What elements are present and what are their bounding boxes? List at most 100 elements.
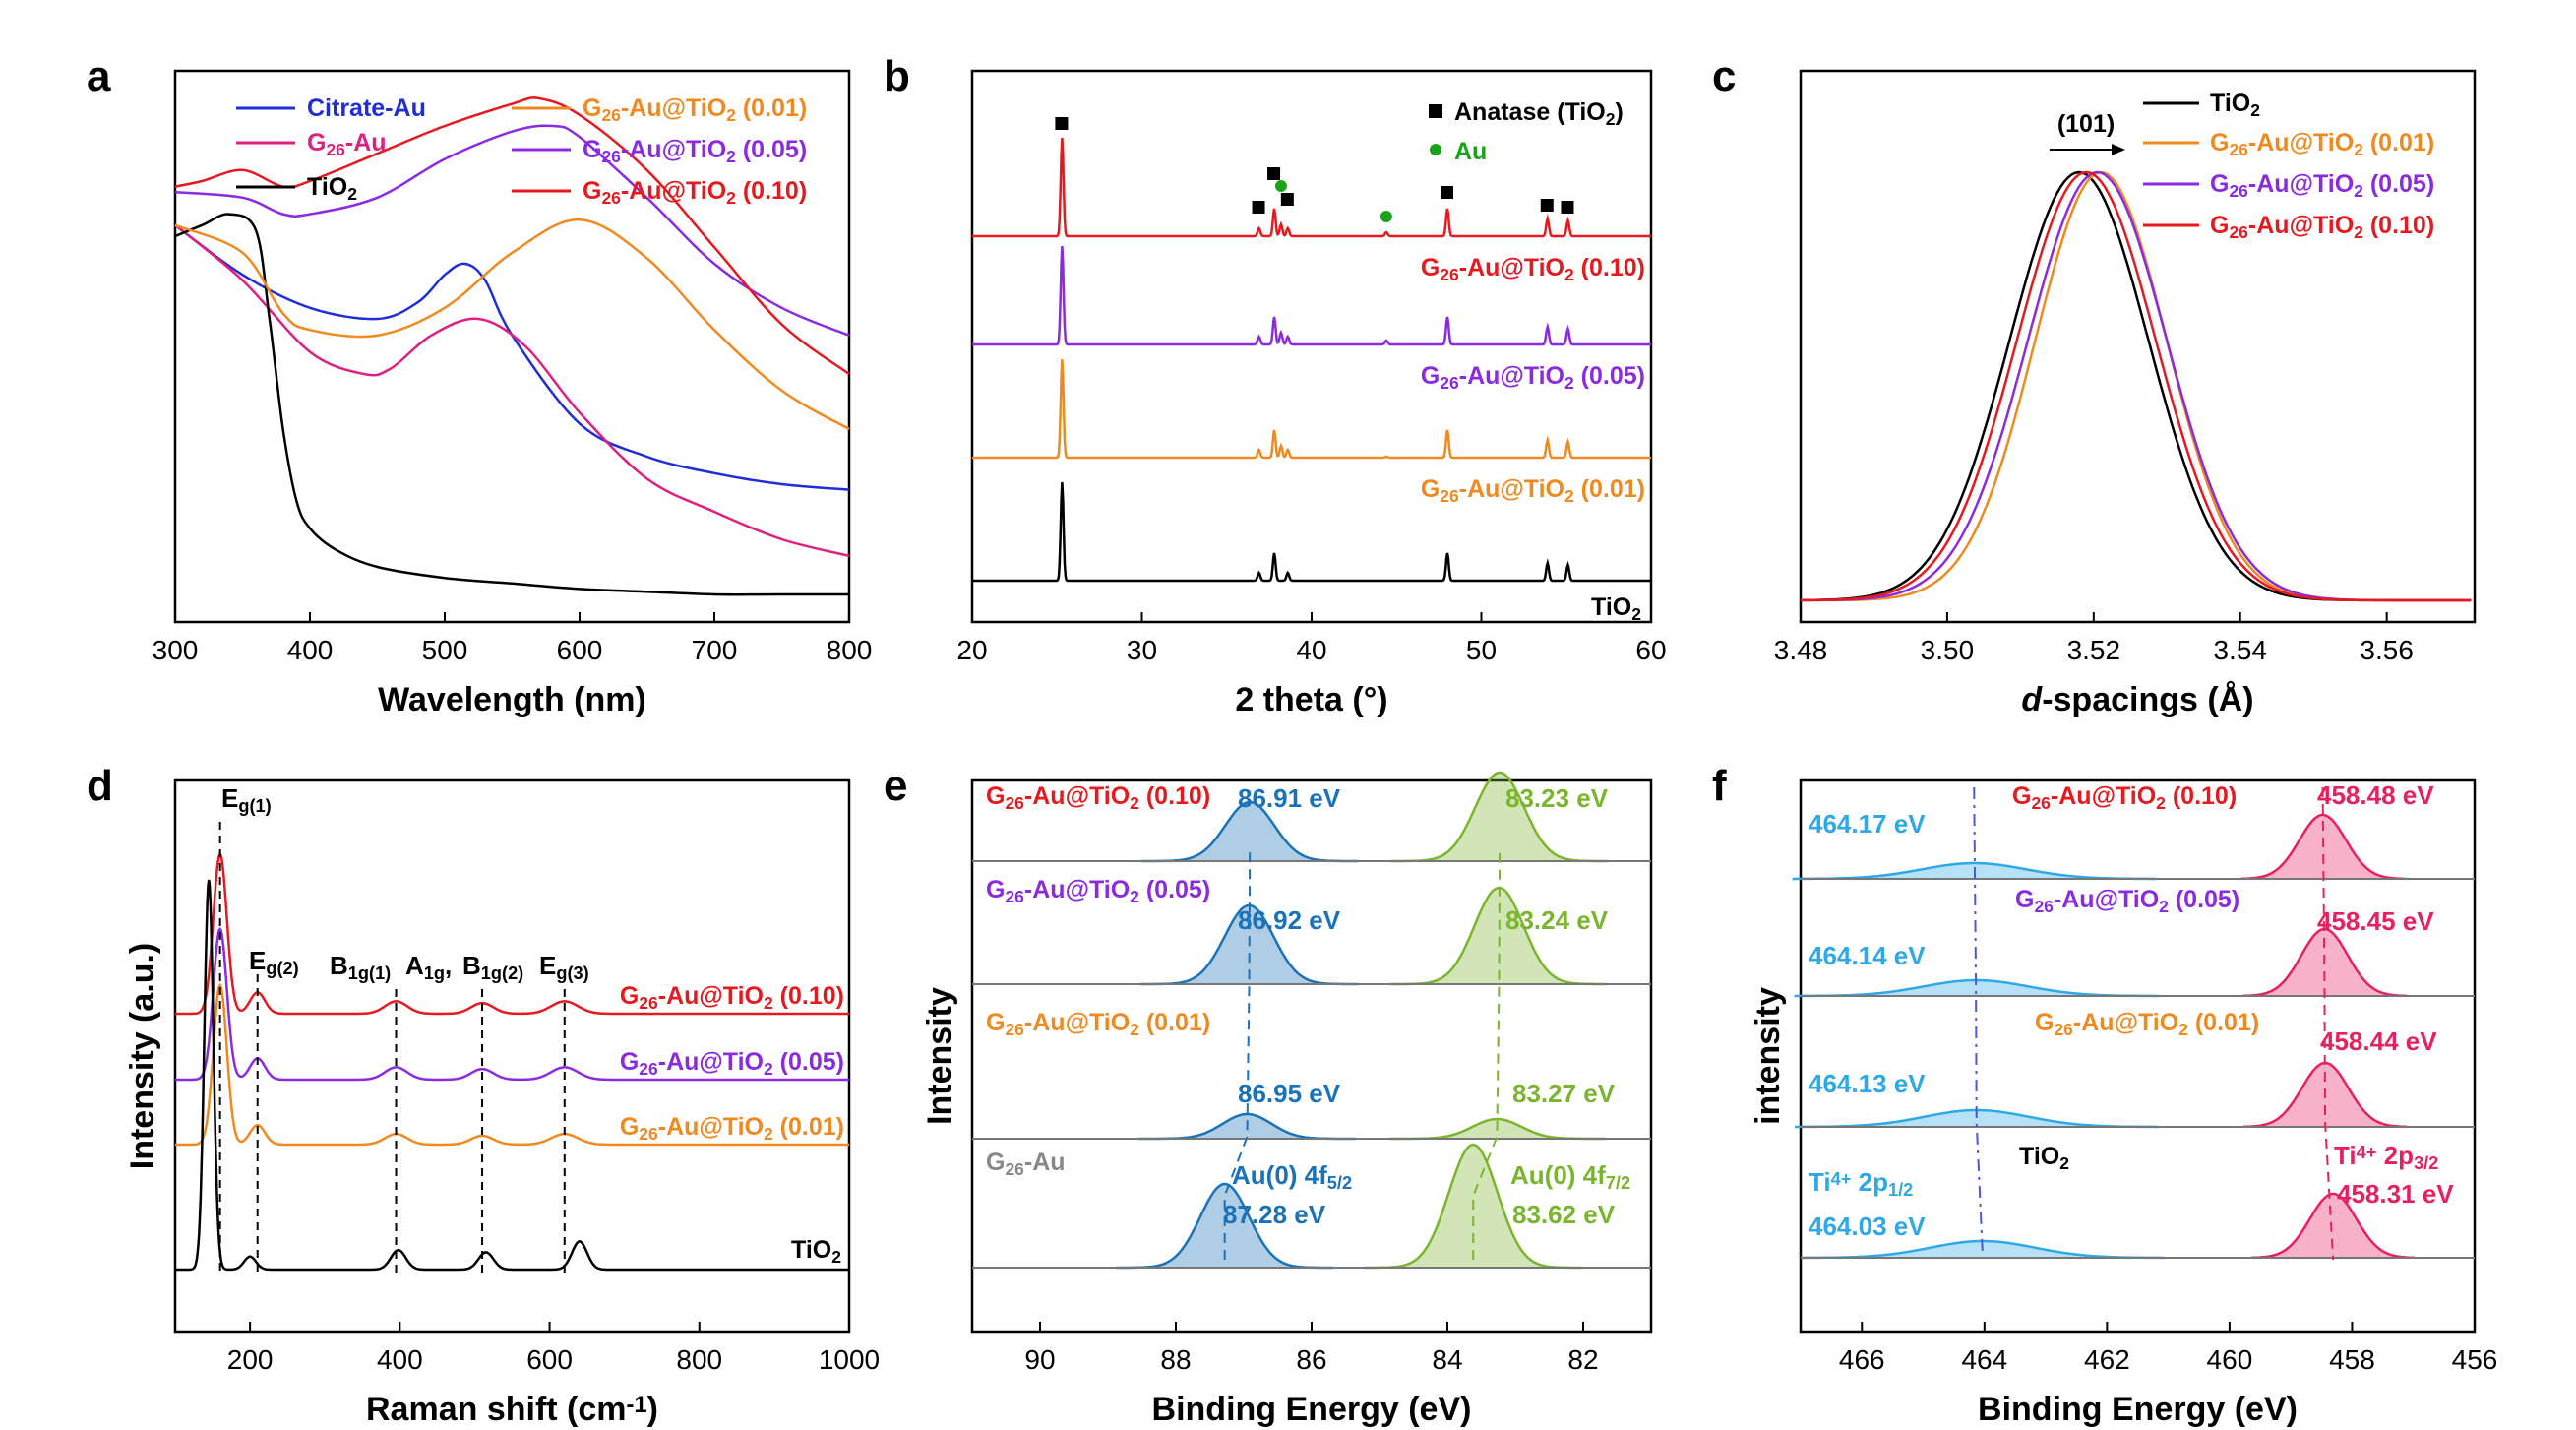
- panel-d: 200 400 600 800 1000 Raman shift (cm-1) Intens…: [87, 762, 880, 1428]
- panel-d-spectrum: [175, 851, 849, 1016]
- panel-d-tick-label: 600: [526, 1344, 573, 1375]
- panel-a-legend-label: TiO2: [307, 173, 357, 204]
- panel-a-tick-label: 400: [287, 635, 334, 665]
- panel-b-xlabel: 2 theta (°): [1235, 681, 1387, 718]
- panel-f-energy-label: 464.03 eV: [1809, 1212, 1926, 1241]
- panel-a-tick-label: 500: [422, 635, 468, 665]
- panel-f-tick-label: 456: [2452, 1344, 2498, 1375]
- panel-f-tick-label: 460: [2207, 1344, 2253, 1375]
- panel-c-tick-label: 3.56: [2360, 635, 2414, 665]
- panel-b-anatase-marker: [1252, 201, 1265, 214]
- panel-b-anatase-marker: [1280, 193, 1294, 206]
- panel-f-guide-2p12: [1973, 786, 1984, 1256]
- panel-e-peak-7-2-fill: [1390, 773, 1609, 861]
- panel-b-anatase-marker: [1055, 117, 1069, 130]
- panel-b-anatase-marker: [1441, 186, 1453, 199]
- panel-b-pattern: [972, 481, 1651, 583]
- panel-a-series-line: [174, 223, 850, 558]
- panel-f-energy-label: 458.48 eV: [2317, 780, 2434, 810]
- panel-d-peak-label: Eg(2): [249, 946, 299, 978]
- panel-f-energy-label: 458.44 eV: [2320, 1026, 2437, 1056]
- panel-e-energy-label: 83.27 eV: [1512, 1079, 1616, 1108]
- panel-b-series-label: G26-Au@TiO2 (0.10): [1421, 254, 1645, 284]
- panel-e-tick-label: 82: [1567, 1344, 1598, 1375]
- panel-c-legend-label: G26-Au@TiO2 (0.05): [2210, 170, 2434, 201]
- panel-e-energy-label: 83.24 eV: [1505, 905, 1609, 935]
- panel-d-xlabel: Raman shift (cm-1): [366, 1391, 658, 1428]
- panel-f-ylabel: intensity: [1749, 987, 1787, 1125]
- panel-b-au-marker: [1380, 211, 1392, 222]
- panel-a: 300 400 500 600 700 800 Wavelength (nm) a Citrat…: [87, 52, 872, 718]
- panel-c-legend-label: G26-Au@TiO2 (0.10): [2210, 212, 2434, 242]
- panel-a-series-line: [174, 96, 850, 376]
- panel-a-tick-label: 300: [153, 635, 199, 665]
- panel-a-tick-label: 600: [557, 635, 603, 665]
- panel-f: 466 464 462 460 458 456 Binding Energy (eV) int…: [1712, 762, 2497, 1428]
- panel-b-legend-square: [1429, 104, 1442, 118]
- panel-b-legend-circle: [1430, 144, 1441, 155]
- panel-e-peak-5-2-fill: [1140, 802, 1359, 861]
- panel-d-spectrum: [175, 879, 849, 1272]
- panel-c-frame: [1799, 69, 2477, 624]
- panel-f-tick-label: 462: [2084, 1344, 2130, 1375]
- panel-a-series-line: [174, 218, 850, 431]
- panel-d-series-label: TiO2: [791, 1236, 841, 1267]
- panel-c-annotation: (101): [2057, 110, 2115, 138]
- panel-c-tick-label: 3.54: [2213, 635, 2267, 665]
- panel-d-series-label: G26-Au@TiO2 (0.01): [620, 1113, 844, 1144]
- panel-d-tick-label: 200: [227, 1344, 274, 1375]
- panel-e-sample-label: G26-Au@TiO2 (0.05): [986, 876, 1210, 906]
- panel-d-peak-label: Eg(1): [221, 783, 272, 816]
- panel-d-peak-label: B1g(2): [462, 951, 523, 983]
- panel-b-frame: [970, 69, 1653, 624]
- panel-f-peak-2p32-fill: [2251, 1194, 2415, 1258]
- panel-f-peak-2p12-fill: [1795, 1110, 2159, 1127]
- panel-f-frame: [1799, 778, 2477, 1334]
- panel-a-legend-label: Citrate-Au: [307, 94, 426, 122]
- panel-b-legend-au: Au: [1454, 138, 1487, 165]
- panel-e-tick-label: 84: [1432, 1344, 1462, 1375]
- panel-a-tick-label: 800: [827, 635, 873, 665]
- panel-b-au-marker: [1274, 180, 1287, 192]
- panel-d-peak-label: B1g(1): [330, 951, 391, 983]
- panel-b-pattern: [972, 245, 1651, 346]
- panel-e-sample-label: G26-Au@TiO2 (0.01): [986, 1009, 1210, 1039]
- panel-e-tick-label: 86: [1296, 1344, 1326, 1375]
- panel-e-xlabel: Binding Energy (eV): [1152, 1391, 1472, 1428]
- panel-d-spectrum: [175, 927, 849, 1082]
- panel-c-legend-label: TiO2: [2210, 90, 2260, 120]
- panel-e-frame: [970, 778, 1653, 1334]
- panel-b-series-label: G26-Au@TiO2 (0.01): [1421, 475, 1645, 506]
- panel-d-series-label: G26-Au@TiO2 (0.10): [620, 982, 844, 1013]
- panel-d-letter: d: [87, 762, 113, 810]
- panel-e-letter: e: [884, 762, 907, 810]
- panel-f-energy-label: 464.13 eV: [1809, 1069, 1926, 1098]
- panel-e-peak-5-2-line: [1116, 1182, 1334, 1270]
- panel-c-xlabel: d-spacings (Å): [2021, 681, 2253, 718]
- panel-a-frame: [173, 69, 851, 624]
- panel-f-sample-label: TiO2: [2019, 1143, 2069, 1173]
- panel-c-tick-label: 3.52: [2067, 635, 2121, 665]
- panel-a-series-line: [174, 213, 849, 596]
- panel-d-tick-label: 1000: [819, 1344, 880, 1375]
- panel-b-anatase-marker: [1561, 201, 1574, 214]
- panel-e-energy-label: 83.23 eV: [1505, 783, 1609, 813]
- panel-f-energy-label: 464.17 eV: [1809, 809, 1926, 839]
- panel-b-letter: b: [884, 52, 910, 100]
- panel-b-pattern: [972, 137, 1651, 238]
- panel-e-energy-label: 86.95 eV: [1238, 1079, 1341, 1108]
- panel-b-legend-anatase: Anatase (TiO2): [1454, 98, 1624, 129]
- panel-e-ylabel: Intensity: [921, 987, 958, 1125]
- panel-e-doublet-label: Au(0) 4f7/2: [1510, 1160, 1630, 1193]
- panel-d-tick-label: 400: [377, 1344, 423, 1375]
- panel-e-sample-label: G26-Au: [986, 1149, 1066, 1179]
- panel-e-tick-label: 90: [1024, 1344, 1055, 1375]
- panel-e-peak-7-2-line: [1390, 771, 1609, 863]
- panel-d-tick-label: 800: [676, 1344, 722, 1375]
- panel-b-pattern: [972, 358, 1651, 460]
- panel-c-peak: [1801, 170, 2472, 602]
- panel-e: 90 88 86 84 82 Binding Energy (eV) Intensity e G…: [884, 762, 1653, 1428]
- panel-f-peak-2p32-line: [2251, 1192, 2416, 1260]
- panel-b-anatase-marker: [1267, 167, 1281, 180]
